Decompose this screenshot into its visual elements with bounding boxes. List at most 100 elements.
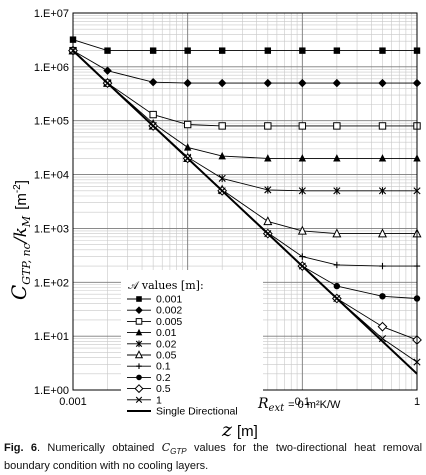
data-point <box>149 47 157 54</box>
x-tick-label: 0.1 <box>295 396 310 408</box>
data-point <box>332 228 342 238</box>
y-tick-label: 1.E+00 <box>34 385 69 397</box>
series-0 <box>69 36 421 54</box>
y-axis-tail-subscript: M <box>20 215 33 228</box>
minor-grid <box>73 13 417 390</box>
data-point <box>299 253 306 260</box>
data-point <box>299 47 306 54</box>
x-axis-label: z [m] <box>221 419 258 440</box>
legend-label: 1 <box>156 394 162 406</box>
y-tick-label: 1.E+06 <box>34 62 69 74</box>
series-1 <box>68 46 422 88</box>
legend-item: 0.02 <box>127 338 177 350</box>
data-point <box>378 78 387 88</box>
data-point <box>379 262 386 270</box>
x-tick-label: 0.001 <box>59 396 87 408</box>
data-point <box>377 321 388 332</box>
legend-item: 0.05 <box>127 350 177 362</box>
legend-label: 0.2 <box>156 372 171 384</box>
data-point <box>218 151 226 160</box>
data-point <box>135 328 143 336</box>
y-tick-label: 1.E+03 <box>34 223 69 235</box>
legend-label: Single Directional <box>156 406 238 418</box>
y-axis-symbol: C <box>7 285 31 300</box>
data-point <box>264 47 272 54</box>
data-point <box>333 122 341 130</box>
y-tick-label: 1.E+04 <box>34 170 69 182</box>
data-point <box>136 296 142 302</box>
data-point <box>333 261 341 269</box>
legend-box <box>121 270 263 420</box>
data-point <box>135 306 143 314</box>
data-point <box>333 187 341 195</box>
legend-item: 0.2 <box>127 372 171 384</box>
y-axis-unit: [m <box>13 193 30 210</box>
legend-label: 0.005 <box>156 316 182 328</box>
data-point <box>298 122 307 130</box>
legend-label: 0.05 <box>156 350 177 362</box>
legend-label: 0.1 <box>156 361 171 373</box>
y-tick-labels: 1.E+00 1.E+01 1.E+02 1.E+03 1.E+04 1.E+05 1.E+… <box>34 8 69 397</box>
data-point <box>333 154 341 162</box>
data-point <box>298 154 307 162</box>
legend-items: 0.0010.0020.0050.010.020.050.10.20.51Sin… <box>127 294 238 418</box>
data-point <box>264 122 272 130</box>
data-point <box>218 47 226 54</box>
legend-item: 1 <box>127 394 162 406</box>
data-point <box>378 187 387 195</box>
data-point <box>134 350 144 359</box>
legend-item: 0.5 <box>127 383 171 395</box>
data-point <box>134 384 144 394</box>
data-point <box>378 154 387 162</box>
data-point <box>136 363 142 369</box>
data-point <box>298 78 307 88</box>
data-point <box>183 120 192 129</box>
data-point <box>104 47 111 54</box>
legend-label: 0.5 <box>156 383 171 395</box>
x-axis-unit: [m] <box>237 423 258 440</box>
legend-item: 0.001 <box>127 294 182 306</box>
data-point <box>379 293 386 300</box>
data-point <box>135 318 143 325</box>
legend-item: Single Directional <box>127 406 238 418</box>
data-point <box>377 228 387 238</box>
legend-label: 0.01 <box>156 327 177 339</box>
legend-item: 0.005 <box>127 316 182 328</box>
series-line <box>72 50 417 84</box>
y-tick-label: 1.E+07 <box>34 8 69 20</box>
data-point <box>148 77 158 87</box>
legend-title: 𝒜 values [m]: <box>128 279 204 292</box>
data-point <box>332 78 342 88</box>
figure-caption: Fig. 6. Numerically obtained CGTP values… <box>4 441 422 473</box>
data-point <box>135 396 143 403</box>
series-line <box>72 50 417 127</box>
data-point <box>183 78 192 88</box>
y-tick-label: 1.E+01 <box>34 331 69 343</box>
y-tick-label: 1.E+05 <box>34 116 69 128</box>
y-axis-label: CGTP, nc/kM [m-2] <box>7 180 33 300</box>
annotation-symbol: R <box>257 396 269 412</box>
data-point <box>378 122 387 130</box>
caption-text-a: . Numerically obtained <box>37 442 162 454</box>
data-point <box>333 47 341 54</box>
series-line <box>72 49 418 375</box>
data-point <box>264 186 272 194</box>
data-point <box>379 47 386 54</box>
data-point <box>333 282 341 290</box>
series-10 <box>72 49 418 375</box>
legend-item: 0.01 <box>127 327 177 339</box>
legend-item: 0.002 <box>127 305 182 317</box>
data-point <box>149 110 157 119</box>
data-point <box>183 143 192 151</box>
data-point <box>263 78 273 88</box>
data-point <box>136 374 142 381</box>
legend-label: 0.002 <box>156 305 182 317</box>
data-point <box>184 47 191 54</box>
data-point <box>297 225 307 235</box>
x-axis-symbol: z <box>221 419 233 440</box>
annotation-value: = 0 m²K/W <box>288 399 341 411</box>
data-point <box>217 78 227 88</box>
y-axis-unit-close: ] <box>13 180 30 184</box>
